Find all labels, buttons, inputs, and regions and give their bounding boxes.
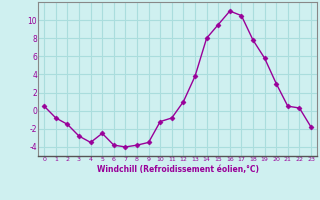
X-axis label: Windchill (Refroidissement éolien,°C): Windchill (Refroidissement éolien,°C) <box>97 165 259 174</box>
